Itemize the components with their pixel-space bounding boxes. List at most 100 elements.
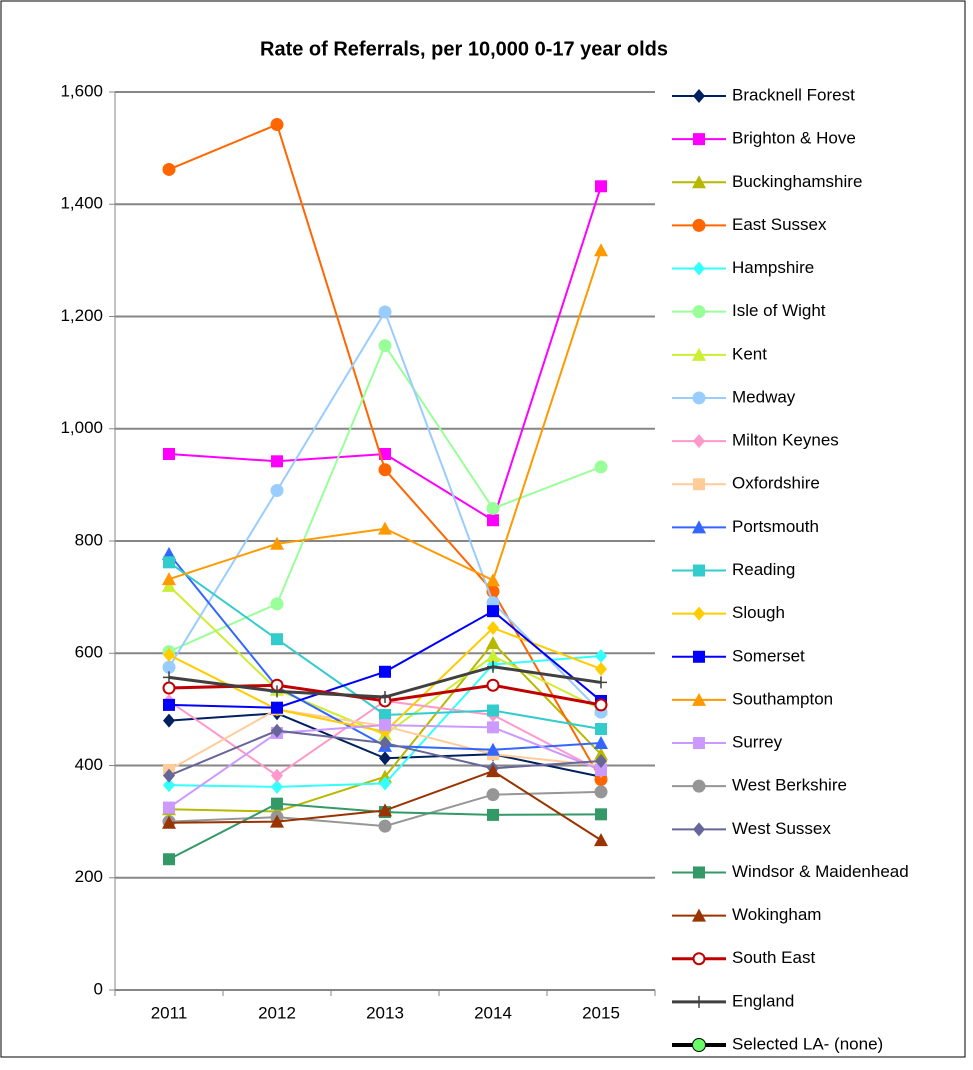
y-tick-label: 400 <box>75 755 103 774</box>
data-point <box>594 833 608 847</box>
legend-marker <box>692 391 706 405</box>
data-point <box>379 736 391 751</box>
data-point <box>487 620 499 635</box>
data-point <box>594 736 608 750</box>
legend-label: Oxfordshire <box>732 474 820 493</box>
legend-label: Kent <box>732 344 767 363</box>
data-point <box>162 681 176 695</box>
data-point <box>162 815 176 829</box>
legend-marker <box>693 564 705 577</box>
data-point <box>163 768 175 783</box>
legend-label: England <box>732 991 794 1010</box>
legend-label: West Berkshire <box>732 776 847 795</box>
data-point <box>486 636 500 650</box>
x-tick-label: 2012 <box>258 1003 296 1022</box>
legend-label: Bracknell Forest <box>732 85 855 104</box>
data-point <box>378 521 392 535</box>
legend-marker <box>692 692 706 706</box>
legend-label: Milton Keynes <box>732 431 839 450</box>
data-point <box>486 788 500 802</box>
legend-label: Portsmouth <box>732 517 819 536</box>
data-point <box>594 747 608 761</box>
legend-marker <box>692 779 706 793</box>
data-point <box>378 819 392 833</box>
data-point <box>379 708 391 721</box>
data-point <box>487 808 499 821</box>
data-point <box>270 814 284 828</box>
data-point <box>487 721 499 734</box>
data-point <box>163 671 175 684</box>
data-point <box>378 803 392 817</box>
legend-label: South East <box>732 948 815 967</box>
data-point <box>163 778 175 793</box>
legend-marker <box>692 520 706 534</box>
legend-label: East Sussex <box>732 215 827 234</box>
data-point <box>595 763 607 776</box>
data-point <box>270 536 284 550</box>
legend-label: Isle of Wight <box>732 301 826 320</box>
y-tick-label: 200 <box>75 867 103 886</box>
data-point <box>487 704 499 717</box>
legend-marker <box>693 133 705 146</box>
data-point <box>486 573 500 587</box>
legend-label: Medway <box>732 387 796 406</box>
data-point <box>486 649 500 663</box>
data-point <box>162 660 176 674</box>
legend-marker <box>692 347 706 361</box>
data-point <box>595 723 607 736</box>
legend-marker <box>693 866 705 879</box>
data-point <box>595 649 607 664</box>
data-point <box>271 455 283 468</box>
data-point <box>163 448 175 461</box>
legend-marker <box>693 995 705 1008</box>
data-point <box>594 460 608 474</box>
data-point <box>379 751 391 766</box>
data-point <box>271 633 283 646</box>
legend-marker <box>692 952 706 966</box>
data-point <box>487 605 499 618</box>
data-point <box>271 779 283 794</box>
legend-marker <box>693 650 705 663</box>
data-point <box>595 676 607 689</box>
data-point <box>163 647 175 662</box>
data-point <box>378 463 392 477</box>
data-point <box>163 556 175 569</box>
data-point <box>486 742 500 756</box>
data-point <box>486 764 500 778</box>
legend-label: Slough <box>732 603 785 622</box>
legend-marker <box>692 305 706 319</box>
y-tick-label: 0 <box>94 979 103 998</box>
data-point <box>163 801 175 814</box>
data-point <box>379 776 391 791</box>
y-tick-label: 1,600 <box>60 81 103 100</box>
y-tick-label: 800 <box>75 530 103 549</box>
chart-title: Rate of Referrals, per 10,000 0-17 year … <box>260 38 668 60</box>
y-tick-label: 1,200 <box>60 306 103 325</box>
data-point <box>594 773 608 787</box>
legend-marker <box>692 175 706 189</box>
data-point <box>162 578 176 592</box>
y-tick-label: 1,400 <box>60 194 103 213</box>
y-tick-label: 600 <box>75 643 103 662</box>
data-point <box>487 660 499 673</box>
data-point <box>163 698 175 711</box>
data-point <box>595 661 607 676</box>
data-point <box>270 597 284 611</box>
legend-marker <box>693 478 705 491</box>
data-point <box>271 723 283 738</box>
legend-marker <box>693 261 705 276</box>
data-point <box>595 808 607 821</box>
data-point <box>162 572 176 586</box>
legend-label: West Sussex <box>732 819 831 838</box>
legend-marker <box>692 908 706 922</box>
legend-marker <box>693 434 705 449</box>
x-tick-label: 2011 <box>151 1003 188 1022</box>
legend-marker <box>692 218 706 232</box>
data-point <box>378 305 392 319</box>
data-point <box>595 754 607 769</box>
data-point <box>486 678 500 692</box>
data-point <box>162 162 176 176</box>
data-point <box>594 785 608 799</box>
legend-label: Wokingham <box>732 905 821 924</box>
